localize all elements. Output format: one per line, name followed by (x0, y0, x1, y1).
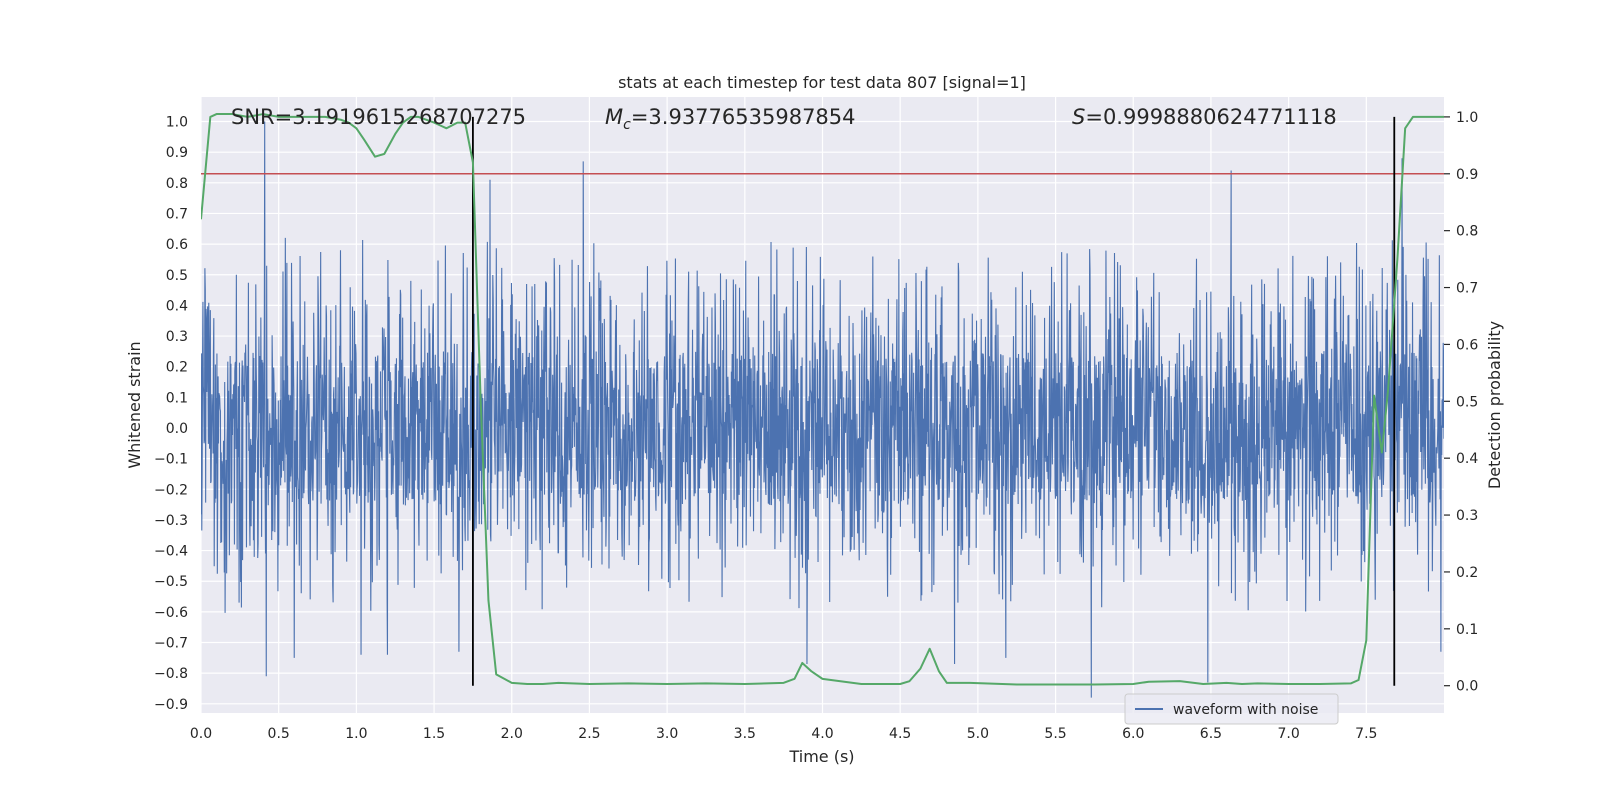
x-tick-label-3: 1.5 (423, 726, 445, 742)
y-tick-label-1: −0.8 (154, 666, 188, 682)
y2-axis-label: Detection probability (1485, 321, 1504, 489)
chirp-mass-symbol: M (605, 105, 623, 129)
y-tick-label-11: 0.2 (166, 360, 188, 376)
score-annotation: S=0.9998880624771118 (1072, 105, 1337, 129)
y2-tick-label-1: 0.1 (1456, 622, 1478, 638)
probability-line (201, 113, 1444, 686)
y-tick-label-12: 0.3 (166, 329, 188, 345)
x-tick-labels: 0.0 0.5 1.0 1.5 2.0 2.5 3.0 3.5 4.0 4.5 5.0 5.5 6.0 6… (190, 726, 1378, 742)
x-tick-label-14: 7.0 (1277, 726, 1299, 742)
y2-tick-label-7: 0.7 (1456, 281, 1478, 297)
chirp-mass-subscript: c (623, 117, 631, 133)
probability-series (201, 113, 1444, 686)
chirp-mass-value: =3.93776535987854 (631, 105, 856, 129)
x-tick-label-13: 6.5 (1200, 726, 1222, 742)
x-tick-label-4: 2.0 (501, 726, 523, 742)
x-tick-label-2: 1.0 (345, 726, 367, 742)
y-tick-label-15: 0.6 (166, 237, 188, 253)
snr-annotation: SNR=3.1919615268707275 (231, 105, 526, 129)
y2-tick-label-5: 0.5 (1456, 394, 1478, 410)
y2-tick-label-10: 1.0 (1456, 110, 1478, 126)
x-axis-label: Time (s) (788, 747, 854, 766)
x-tick-label-0: 0.0 (190, 726, 212, 742)
waveform-line (201, 121, 1444, 698)
legend-label-waveform: waveform with noise (1173, 702, 1318, 718)
x-tick-label-9: 4.5 (889, 726, 911, 742)
x-tick-label-12: 6.0 (1122, 726, 1144, 742)
x-tick-label-10: 5.0 (967, 726, 989, 742)
score-value: =0.9998880624771118 (1085, 105, 1336, 129)
chart-title: stats at each timestep for test data 807… (618, 73, 1026, 92)
y-tick-label-9: 0.0 (166, 421, 188, 437)
y-tick-label-5: −0.4 (154, 544, 188, 560)
y-tick-label-18: 0.9 (166, 145, 188, 161)
chirp-mass-annotation: Mc=3.93776535987854 (605, 105, 856, 133)
y2-tick-label-4: 0.4 (1456, 451, 1478, 467)
y-tick-label-3: −0.6 (154, 605, 188, 621)
legend-box (1124, 693, 1339, 725)
y2-tick-label-3: 0.3 (1456, 508, 1478, 524)
y-tick-label-10: 0.1 (166, 390, 188, 406)
x-tick-label-6: 3.0 (656, 726, 678, 742)
y-tick-label-7: −0.2 (154, 482, 188, 498)
y2-tick-label-2: 0.2 (1456, 565, 1478, 581)
y-tick-label-8: −0.1 (154, 452, 188, 468)
x-tick-label-5: 2.5 (578, 726, 600, 742)
y-tick-label-16: 0.7 (166, 206, 188, 222)
y-tick-label-17: 0.8 (166, 176, 188, 192)
y-tick-label-2: −0.7 (154, 636, 188, 652)
score-symbol: S (1072, 105, 1085, 129)
y2-tick-label-0: 0.0 (1456, 679, 1478, 695)
y2-tick-label-6: 0.6 (1456, 337, 1478, 353)
legend: waveform with noise (1124, 693, 1339, 725)
y2-tick-label-8: 0.8 (1456, 224, 1478, 240)
y-tick-label-13: 0.4 (166, 298, 188, 314)
waveform-series (201, 121, 1444, 698)
x-tick-label-11: 5.5 (1044, 726, 1066, 742)
x-tick-label-7: 3.5 (734, 726, 756, 742)
x-tick-label-15: 7.5 (1355, 726, 1377, 742)
y-axis-label: Whitened strain (125, 341, 144, 468)
vertical-marker-layer (472, 116, 1396, 686)
y-tick-label-4: −0.5 (154, 574, 188, 590)
y2-tick-labels: 0.0 0.1 0.2 0.3 0.4 0.5 0.6 0.7 0.8 0.9 1.0 (1444, 110, 1478, 695)
y-tick-labels: −0.9 −0.8 −0.7 −0.6 −0.5 −0.4 −0.3 −0.2 −0.1 0.0 0… (154, 115, 188, 713)
y-tick-label-6: −0.3 (154, 513, 188, 529)
y-tick-label-0: −0.9 (154, 697, 188, 713)
y-tick-label-14: 0.5 (166, 268, 188, 284)
x-tick-label-8: 4.0 (811, 726, 833, 742)
x-tick-label-1: 0.5 (268, 726, 290, 742)
y2-tick-label-9: 0.9 (1456, 167, 1478, 183)
y-tick-label-19: 1.0 (166, 115, 188, 131)
